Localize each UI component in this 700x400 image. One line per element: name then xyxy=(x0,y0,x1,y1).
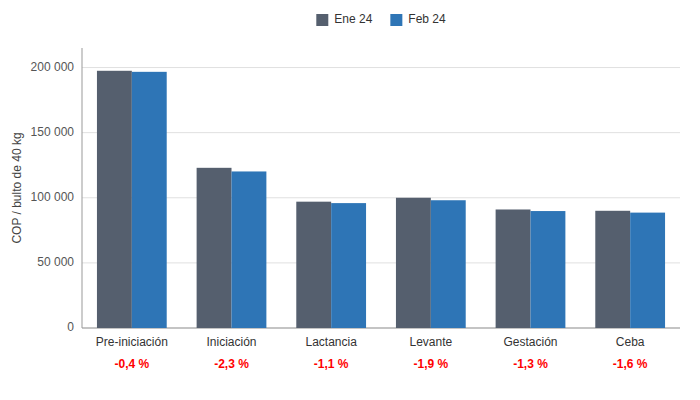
y-tick-label: 50 000 xyxy=(37,255,74,269)
legend-swatch xyxy=(316,14,328,26)
legend: Ene 24 Feb 24 xyxy=(316,12,446,26)
bar xyxy=(431,200,466,328)
legend-swatch xyxy=(390,14,402,26)
bar xyxy=(331,203,366,328)
grid-line xyxy=(82,67,680,68)
bar xyxy=(197,168,232,328)
x-tick-label: Gestación xyxy=(503,335,557,349)
bar xyxy=(630,213,665,328)
grid-line xyxy=(82,262,680,263)
legend-label: Feb 24 xyxy=(408,12,446,26)
grid-line xyxy=(82,197,680,198)
annotation: -1,1 % xyxy=(314,357,349,371)
annotation: -1,6 % xyxy=(613,357,648,371)
x-axis-line xyxy=(82,328,680,329)
bar xyxy=(232,171,267,328)
bars xyxy=(97,71,665,328)
grid-line xyxy=(82,328,680,329)
x-tick-label: Pre-iniciación xyxy=(96,335,168,349)
bar xyxy=(496,209,531,328)
bar xyxy=(97,71,132,328)
bar xyxy=(531,211,566,328)
x-tick-label: Lactancia xyxy=(305,335,357,349)
y-axis-label: COP / bulto de 40 kg xyxy=(10,132,24,243)
annotation: -1,3 % xyxy=(513,357,548,371)
annotation: -0,4 % xyxy=(114,357,149,371)
x-tick-label: Iniciación xyxy=(206,335,256,349)
grid-line xyxy=(82,132,680,133)
y-axis-line xyxy=(82,48,83,328)
annotation: -2,3 % xyxy=(214,357,249,371)
grid xyxy=(82,68,680,328)
bar xyxy=(595,211,630,328)
chart-container: 0 50 000 100 000 150 000 200 000 COP / bulto … xyxy=(0,0,700,400)
y-tick-label: 150 000 xyxy=(31,125,75,139)
y-tick-label: 100 000 xyxy=(31,190,75,204)
chart: 0 50 000 100 000 150 000 200 000 COP / bulto … xyxy=(0,0,700,400)
x-tick-label: Ceba xyxy=(616,335,645,349)
bar xyxy=(132,72,167,328)
y-tick-label: 0 xyxy=(67,320,74,334)
legend-label: Ene 24 xyxy=(334,12,372,26)
bar xyxy=(296,202,331,328)
annotation: -1,9 % xyxy=(413,357,448,371)
x-tick-label: Levante xyxy=(409,335,452,349)
bar xyxy=(396,198,431,328)
y-tick-label: 200 000 xyxy=(31,60,75,74)
